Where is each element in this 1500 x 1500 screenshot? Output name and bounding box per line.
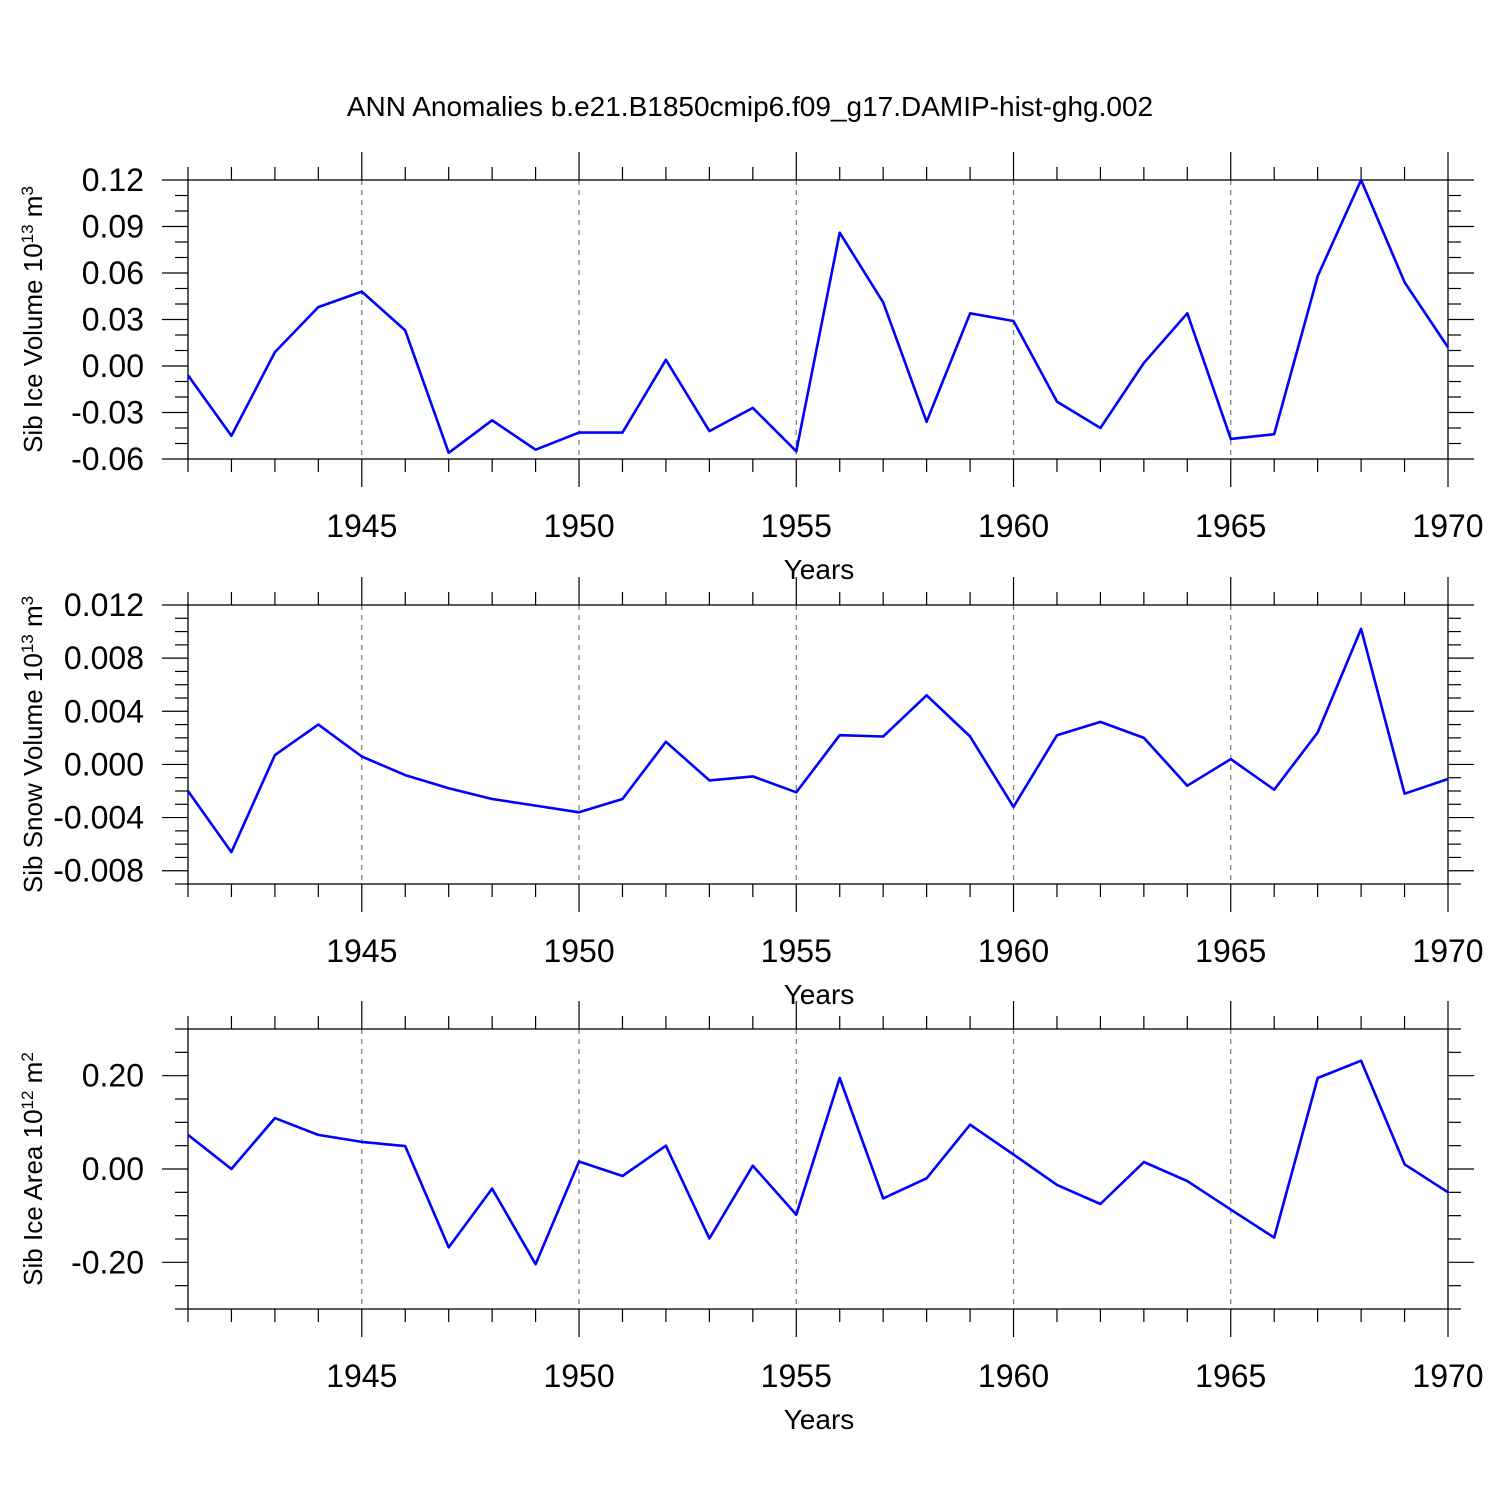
x-tick-label: 1960 — [978, 508, 1049, 544]
series-line — [186, 178, 1450, 455]
x-tick-label: 1945 — [326, 508, 397, 544]
series-line — [187, 1059, 1449, 1266]
x-tick-label: 1970 — [1412, 508, 1483, 544]
y-tick-label: 0.20 — [82, 1058, 144, 1094]
x-tick-label: 1960 — [978, 933, 1049, 969]
x-axis-label: Years — [784, 1404, 855, 1435]
x-tick-label: 1945 — [326, 1358, 397, 1394]
y-axis-label: Sib Ice Area 1012 m2 — [18, 1052, 49, 1286]
y-tick-label: 0.000 — [64, 746, 144, 782]
y-tick-label: 0.12 — [82, 162, 144, 198]
y-axis-label-unit: m — [18, 605, 48, 634]
y-tick-label: 0.00 — [82, 1151, 144, 1187]
series-line — [186, 627, 1449, 854]
x-tick-label: 1965 — [1195, 933, 1266, 969]
y-axis-label-text: Sib Ice Area 10 — [18, 1109, 48, 1285]
y-axis-label-unit-exp: 3 — [18, 596, 37, 605]
panel-3: -0.20 0.00 0.20 1945 1950 1955 1960 1965 1970 Yea… — [18, 1001, 1484, 1435]
y-axis-label-exp: 13 — [18, 224, 37, 243]
y-tick-label: 0.008 — [64, 640, 144, 676]
x-tick-label: 1955 — [761, 508, 832, 544]
y-axis-label-unit: m — [18, 1062, 48, 1091]
y-axis-label: Sib Snow Volume 1013 m3 — [18, 596, 49, 893]
x-tick-label: 1950 — [543, 508, 614, 544]
x-tick-label: 1955 — [761, 1358, 832, 1394]
x-tick-label: 1945 — [326, 933, 397, 969]
plot-frame — [187, 179, 1449, 460]
x-tick-label: 1955 — [761, 933, 832, 969]
y-tick-label: -0.008 — [53, 853, 144, 889]
x-tick-label: 1950 — [543, 933, 614, 969]
x-axis-label: Years — [784, 979, 855, 1010]
y-tick-label: 0.09 — [82, 209, 144, 245]
x-tick-label: 1970 — [1412, 1358, 1483, 1394]
y-tick-label: -0.06 — [71, 441, 144, 477]
y-axis-label-exp: 12 — [18, 1091, 37, 1110]
x-tick-label: 1965 — [1195, 508, 1266, 544]
plot-frame — [187, 604, 1449, 885]
y-axis-label-unit: m — [18, 196, 48, 225]
y-axis-label-text: Sib Ice Volume 10 — [18, 243, 48, 453]
y-tick-label: 0.03 — [82, 302, 144, 338]
x-tick-label: 1960 — [978, 1358, 1049, 1394]
y-tick-label: -0.004 — [53, 800, 144, 836]
y-tick-label: 0.004 — [64, 693, 144, 729]
y-axis-label-unit-exp: 2 — [18, 1052, 37, 1061]
x-tick-label: 1965 — [1195, 1358, 1266, 1394]
x-tick-label: 1950 — [543, 1358, 614, 1394]
plot-frame — [187, 1028, 1449, 1310]
y-axis-label-text: Sib Snow Volume 10 — [18, 653, 48, 893]
y-axis-label-exp: 13 — [18, 634, 37, 653]
y-tick-label: 0.00 — [82, 348, 144, 384]
y-tick-label: -0.03 — [71, 395, 144, 431]
chart-title: ANN Anomalies b.e21.B1850cmip6.f09_g17.D… — [347, 91, 1153, 122]
x-axis-label: Years — [784, 554, 855, 585]
x-tick-label: 1970 — [1412, 933, 1483, 969]
panels: -0.06 -0.03 0.00 0.03 0.06 0.09 0.12 1945 1950 19… — [18, 152, 1484, 1435]
y-axis-label-unit-exp: 3 — [18, 186, 37, 195]
y-tick-label: -0.20 — [71, 1244, 144, 1280]
y-tick-label: 0.012 — [64, 587, 144, 623]
y-axis-label: Sib Ice Volume 1013 m3 — [18, 186, 49, 453]
y-tick-label: 0.06 — [82, 255, 144, 291]
panel-1: -0.06 -0.03 0.00 0.03 0.06 0.09 0.12 1945 1950 19… — [18, 152, 1484, 585]
panel-2: -0.008 -0.004 0.000 0.004 0.008 0.012 1945 1950… — [18, 577, 1484, 1010]
